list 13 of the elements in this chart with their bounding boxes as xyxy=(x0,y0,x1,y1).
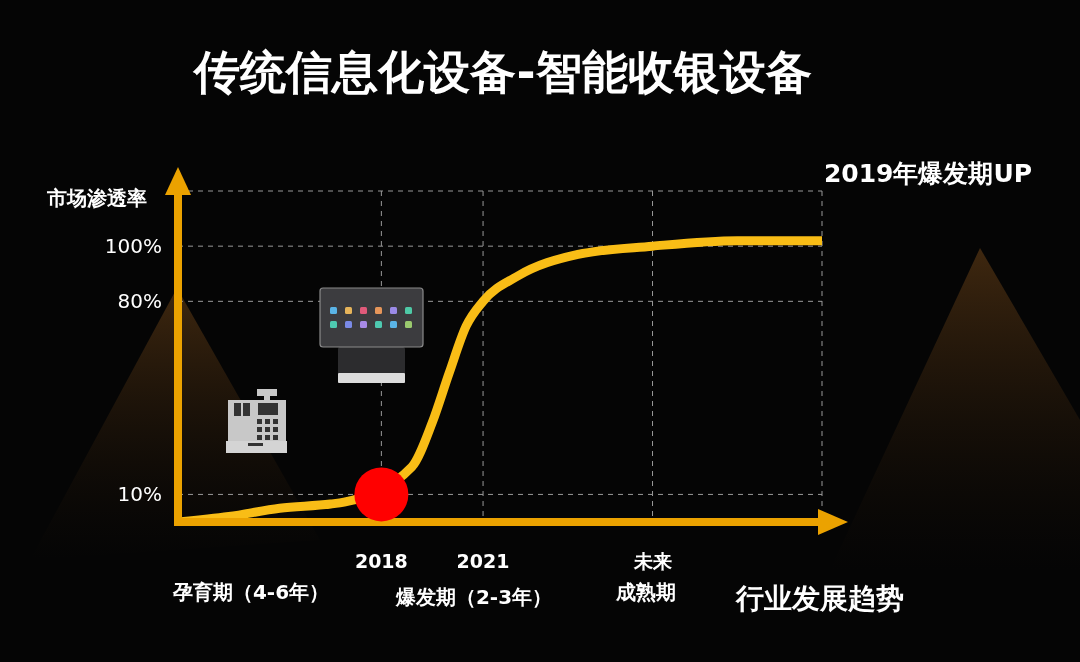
y-tick-label: 10% xyxy=(117,482,162,507)
y-tick-label: 80% xyxy=(117,289,162,314)
x-axis-title: 行业发展趋势 xyxy=(736,581,904,616)
text: 孕育期（4-6年） xyxy=(172,579,330,604)
text: 2019年爆发期UP xyxy=(823,158,1033,189)
x-tick-label: 未来 xyxy=(632,550,672,572)
y-tick-label: 100% xyxy=(104,234,162,259)
text: 爆发期（2-3年） xyxy=(395,584,553,609)
chart-title: 传统信息化设备-智能收银设备 xyxy=(194,44,812,99)
y-axis-title: 市场渗透率 xyxy=(47,185,147,210)
text: 成熟期 xyxy=(616,579,676,604)
x-tick-label: 2021 xyxy=(456,550,510,572)
x-tick-label: 2018 xyxy=(354,550,408,572)
